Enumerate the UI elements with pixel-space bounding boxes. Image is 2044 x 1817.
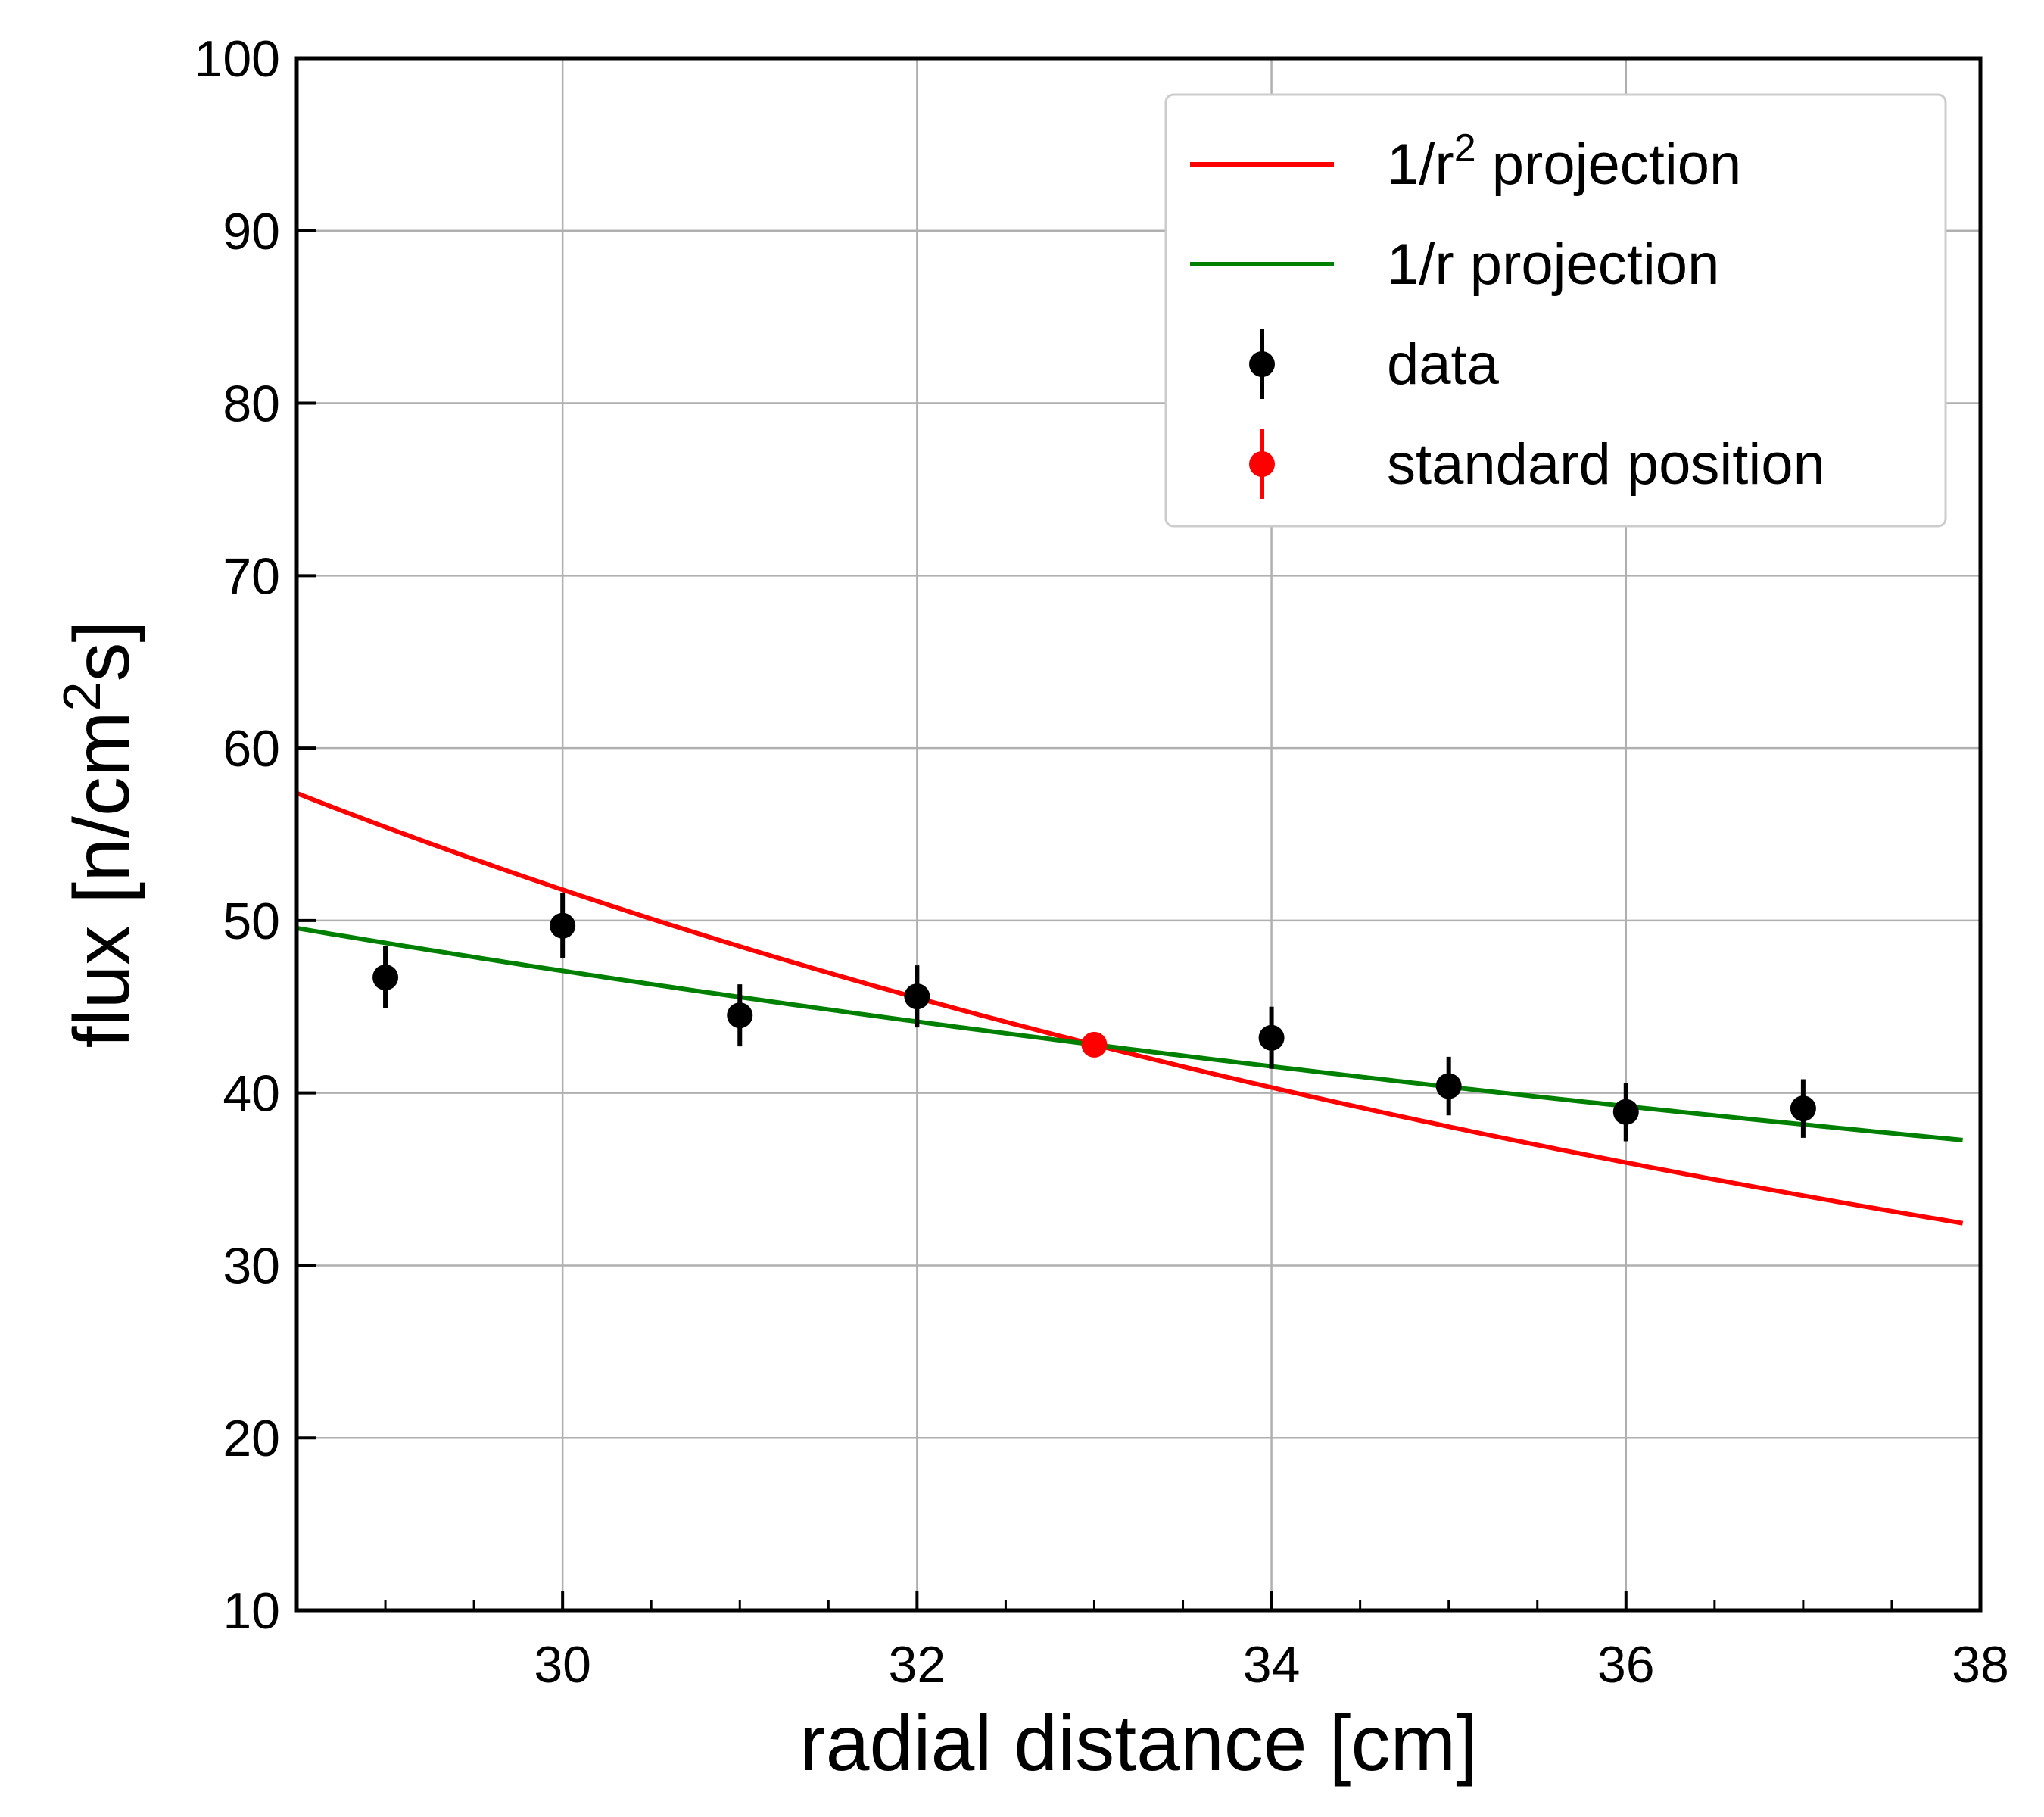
x-tick-label: 36	[1597, 1636, 1655, 1694]
legend-item-1: 1/r projection	[1190, 232, 1719, 297]
legend-box	[1164, 93, 1947, 528]
legend-items: 1/r2 projection 1/r projection data standar…	[1190, 126, 1825, 499]
y-tick-label: 100	[195, 30, 280, 88]
legend-label: 1/r2 projection	[1387, 126, 1741, 197]
y-tick-label: 50	[223, 893, 280, 950]
data-point	[1612, 1099, 1639, 1125]
x-tick-label: 34	[1243, 1636, 1301, 1694]
y-tick-label: 20	[223, 1410, 280, 1467]
legend-item-3: standard position	[1249, 429, 1825, 499]
y-axis-label: flux [n/cm2s]	[52, 621, 146, 1049]
series-0	[295, 790, 1964, 1226]
legend-item-0: 1/r2 projection	[1190, 126, 1741, 197]
series-line	[295, 790, 1964, 1226]
legend-item-2: data	[1249, 329, 1500, 399]
series-1	[296, 926, 1963, 1142]
legend-label: 1/r projection	[1387, 232, 1719, 297]
plot-frame	[294, 56, 1983, 1613]
x-tick-label: 30	[534, 1636, 591, 1694]
series-3	[1081, 1031, 1108, 1058]
legend-label: standard position	[1387, 432, 1825, 497]
y-tick-label: 40	[223, 1065, 280, 1123]
data-point	[904, 983, 930, 1010]
tick-labels: 30 32 34 36 38 10 20 30 40 50 60 70 80 90 100	[195, 30, 2009, 1694]
y-tick-label: 90	[223, 203, 280, 260]
series-layer	[295, 790, 1964, 1226]
series-line	[296, 926, 1963, 1142]
data-point	[550, 912, 576, 939]
x-tick-label: 38	[1952, 1636, 2009, 1694]
legend-label: data	[1387, 332, 1500, 397]
data-point	[727, 1002, 753, 1029]
legend: 1/r2 projection 1/r projection data standar…	[1164, 93, 1947, 528]
legend-marker-swatch	[1249, 351, 1275, 377]
x-tick-label: 32	[889, 1636, 946, 1694]
y-tick-label: 30	[223, 1237, 280, 1295]
series-2	[372, 893, 1816, 1142]
data-point	[372, 965, 399, 991]
legend-marker-swatch	[1249, 451, 1275, 477]
y-tick-label: 10	[223, 1582, 280, 1640]
x-axis-label: radial distance [cm]	[799, 1700, 1478, 1787]
y-tick-label: 80	[223, 376, 280, 433]
y-tick-label: 60	[223, 720, 280, 778]
data-point	[1435, 1073, 1462, 1099]
data-point	[1790, 1095, 1816, 1122]
data-point	[1258, 1024, 1285, 1051]
y-tick-label: 70	[223, 547, 280, 605]
data-point	[1081, 1031, 1108, 1058]
